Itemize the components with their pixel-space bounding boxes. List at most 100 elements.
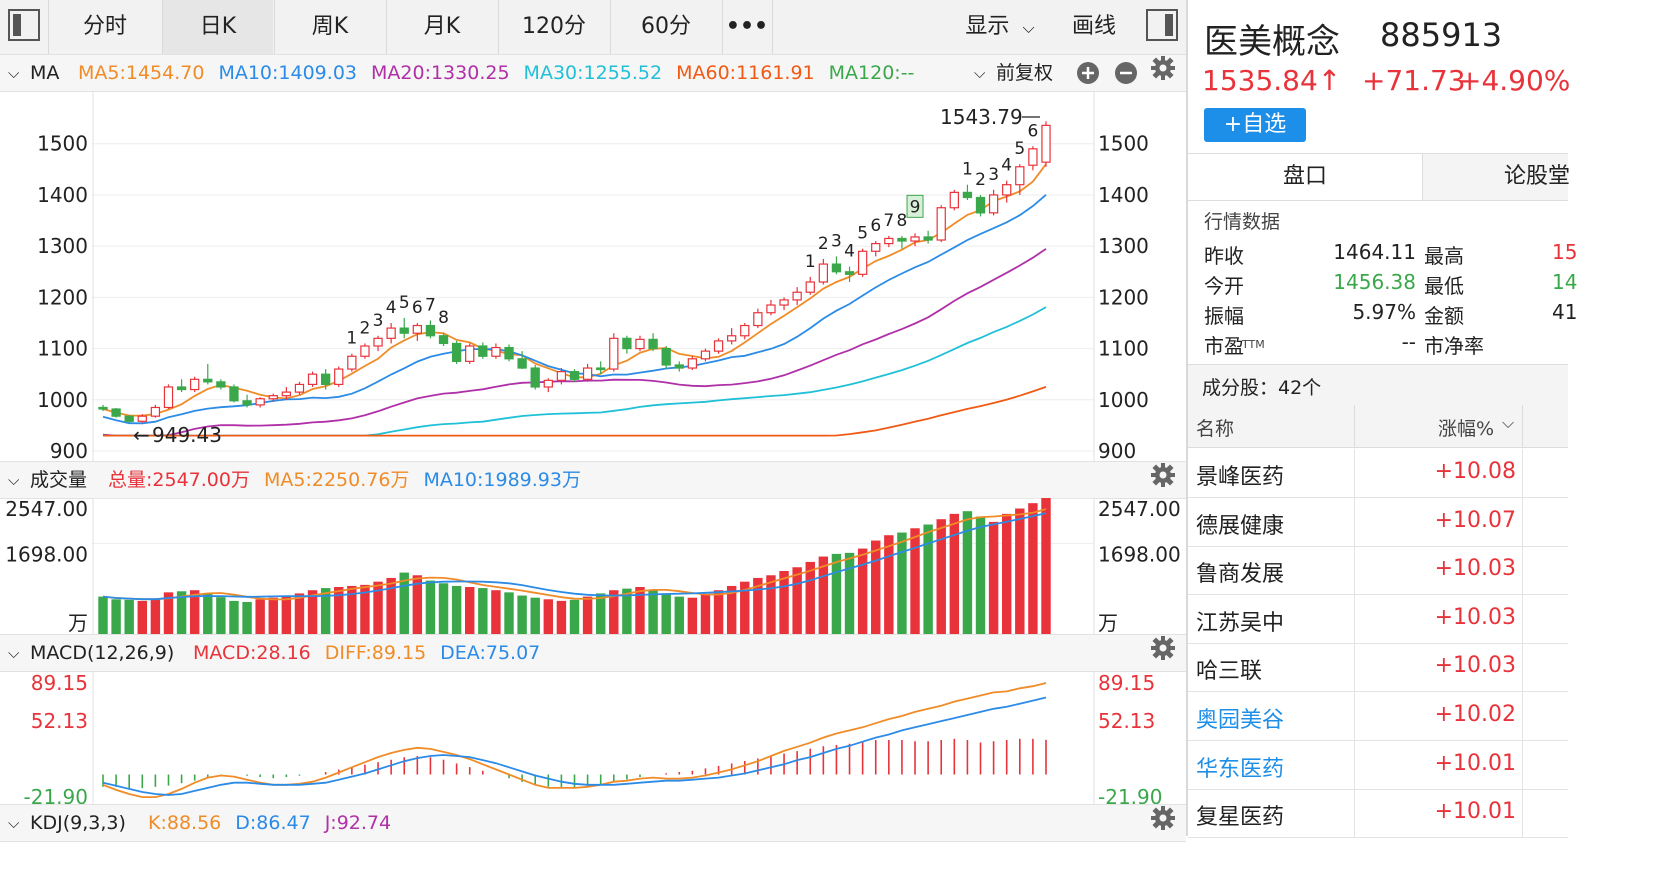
volume-bar[interactable] [465, 587, 475, 634]
volume-bar[interactable] [687, 597, 698, 634]
candle[interactable] [857, 250, 868, 275]
candle[interactable] [753, 312, 763, 327]
volume-bar[interactable] [425, 580, 436, 634]
volume-bar[interactable] [871, 540, 881, 634]
volume-bar[interactable] [137, 600, 148, 634]
candle[interactable] [871, 242, 881, 252]
candle[interactable] [281, 391, 292, 397]
volume-bar[interactable] [753, 577, 763, 634]
volume-bar[interactable] [373, 581, 383, 634]
constituent-row[interactable]: 复星医药 +10.01 [1188, 789, 1568, 839]
add-watchlist-button[interactable]: +自选 [1204, 108, 1306, 142]
candle[interactable] [137, 415, 147, 422]
volume-bar[interactable] [975, 516, 986, 634]
candle[interactable] [700, 350, 711, 360]
volume-bar[interactable] [923, 524, 933, 634]
candle[interactable] [910, 236, 920, 242]
volume-bar[interactable] [805, 561, 815, 634]
candle[interactable] [831, 263, 842, 273]
candle[interactable] [648, 338, 658, 350]
chevron-down-icon[interactable]: ⌵ [8, 471, 20, 489]
candle[interactable] [988, 194, 999, 214]
tab-weekly-k[interactable]: 周K [311, 14, 349, 39]
candle[interactable] [124, 415, 134, 422]
volume-bar[interactable] [229, 600, 239, 634]
constituent-row[interactable]: 景峰医药 +10.08 [1188, 449, 1568, 498]
constituent-row[interactable]: 奥园美谷 +10.02 [1188, 692, 1568, 741]
volume-bar[interactable] [949, 513, 960, 634]
gear-icon[interactable] [1150, 55, 1176, 81]
candle[interactable] [949, 191, 959, 209]
volume-bar[interactable] [818, 556, 829, 634]
draw-line-button[interactable]: 画线 [1071, 14, 1116, 39]
volume-bar[interactable] [386, 577, 396, 634]
volume-bar[interactable] [216, 597, 226, 634]
candle[interactable] [687, 358, 698, 369]
candle[interactable] [923, 236, 933, 241]
candle[interactable] [569, 371, 580, 380]
volume-bar[interactable] [163, 592, 174, 634]
constituent-name[interactable]: 奥园美谷 [1196, 708, 1285, 733]
volume-bar[interactable] [700, 594, 711, 634]
candle[interactable] [622, 337, 632, 350]
candle[interactable] [897, 237, 907, 242]
volume-bar[interactable] [569, 599, 580, 634]
gear-icon[interactable] [1150, 462, 1176, 488]
volume-bar[interactable] [203, 593, 213, 634]
sort-chevron-icon[interactable]: ⌵ [1502, 413, 1515, 432]
candle[interactable] [1028, 148, 1038, 166]
volume-bar[interactable] [582, 596, 593, 634]
volume-bar[interactable] [857, 548, 868, 634]
candle[interactable] [163, 386, 174, 409]
candle[interactable] [491, 346, 501, 357]
zoom-in-icon[interactable] [1076, 61, 1100, 97]
volume-bar[interactable] [988, 521, 999, 634]
constituent-row[interactable]: 华东医药 +10.01 [1188, 740, 1568, 790]
candle[interactable] [150, 406, 161, 417]
candle[interactable] [556, 371, 567, 381]
volume-bar[interactable] [307, 590, 318, 634]
candle[interactable] [740, 324, 750, 337]
candle[interactable] [674, 364, 684, 369]
volume-bar[interactable] [897, 532, 907, 634]
volume-bar[interactable] [255, 599, 265, 634]
volume-bar[interactable] [111, 599, 121, 634]
candle[interactable] [176, 386, 187, 391]
volume-bar[interactable] [334, 587, 344, 634]
candle[interactable] [451, 342, 462, 362]
volume-bar[interactable] [150, 599, 161, 634]
volume-bar[interactable] [530, 597, 540, 634]
candle[interactable] [884, 237, 894, 245]
chevron-down-icon[interactable]: ⌵ [8, 644, 20, 662]
candle[interactable] [635, 338, 645, 350]
candle[interactable] [1002, 184, 1012, 196]
tab-forum[interactable]: 论股堂 [1504, 164, 1571, 189]
volume-bar[interactable] [962, 511, 973, 634]
macd-chart[interactable]: 89.15 89.15 52.13 52.13 -21.90 -21.90 [0, 671, 1186, 807]
candle[interactable] [360, 345, 370, 357]
volume-bar[interactable] [281, 596, 292, 634]
layout-toggle-icon[interactable] [8, 9, 40, 41]
candle[interactable] [609, 337, 619, 370]
constituent-row[interactable]: 德展健康 +10.07 [1188, 497, 1568, 547]
candle[interactable] [596, 367, 606, 371]
candle[interactable] [766, 304, 776, 314]
volume-bar[interactable] [609, 590, 619, 634]
candle[interactable] [727, 335, 737, 342]
candle[interactable] [255, 398, 265, 406]
volume-bar[interactable] [635, 587, 645, 634]
candle[interactable] [818, 263, 829, 283]
candle[interactable] [844, 271, 855, 275]
volume-bar[interactable] [176, 591, 187, 634]
candle[interactable] [294, 383, 305, 393]
volume-bar[interactable] [779, 570, 789, 634]
volume-bar[interactable] [740, 581, 750, 634]
volume-bar[interactable] [412, 575, 423, 634]
volume-bar[interactable] [438, 583, 449, 634]
zoom-out-icon[interactable] [1114, 61, 1138, 97]
tab-60min[interactable]: 60分 [641, 14, 691, 39]
candle[interactable] [504, 346, 514, 360]
volume-bar[interactable] [910, 528, 920, 634]
candle[interactable] [975, 196, 986, 214]
